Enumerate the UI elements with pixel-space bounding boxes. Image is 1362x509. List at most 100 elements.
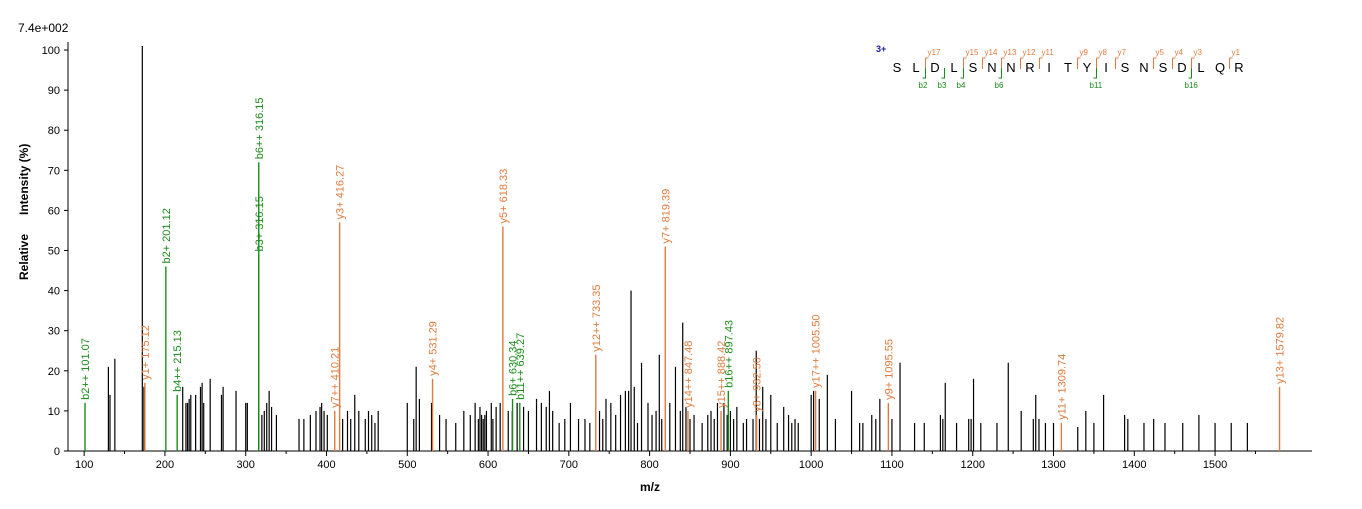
b-fragment-label: b2 [919, 81, 928, 90]
annotated-peaks: b2++ 101.07 y1+ 175.12 b2+ 201.12 b4++ 215.… [80, 97, 1287, 451]
charge-state: 3+ [876, 44, 886, 54]
peak-label: y3+ 416.27 [335, 165, 347, 220]
y-fragment-bracket [1191, 57, 1195, 69]
y-axis-title-part2: Intensity (%) [17, 144, 31, 215]
sequence-residue: D [1177, 60, 1186, 75]
b-fragment-bracket [941, 68, 945, 79]
y-tick-label: 100 [42, 45, 60, 57]
y-fragment-bracket [982, 57, 986, 69]
y-fragment-label: y15 [966, 48, 979, 57]
peak-label: b3+ 316.15 [254, 196, 266, 251]
y-tick-label: 20 [48, 366, 60, 378]
y-fragment-bracket [963, 57, 967, 69]
sequence-residue: S [1159, 60, 1168, 75]
peak-label: y12++ 733.35 [591, 284, 603, 351]
x-tick-label: 900 [721, 459, 739, 471]
y-fragment-bracket [1077, 57, 1081, 69]
peak-label: y15++ 888.42 [716, 341, 728, 408]
unannotated-peaks [107, 46, 1248, 451]
b-fragment-bracket [1188, 68, 1192, 79]
peak-label: y5+ 618.33 [498, 169, 510, 224]
y-ticks: 0 10 20 30 40 50 60 70 80 90 100 [42, 45, 68, 458]
sequence-residue: S [1121, 60, 1130, 75]
peak-label: y4+ 531.29 [428, 321, 440, 376]
b-fragment-label: b11 [1090, 81, 1103, 90]
peak-label: b4++ 215.13 [172, 330, 184, 392]
y-fragment-label: y17 [928, 48, 941, 57]
peak-label: b16++ 897.43 [723, 320, 735, 388]
sequence-residue: N [987, 60, 996, 75]
y-fragment-bracket [1229, 57, 1233, 69]
y-tick-label: 10 [48, 406, 60, 418]
y-tick-label: 60 [48, 205, 60, 217]
y-fragment-bracket [1096, 57, 1100, 69]
y-fragment-bracket [1153, 57, 1157, 69]
y-fragment-label: y11 [1042, 48, 1055, 57]
x-ticks: 100 200 300 400 500 600 700 800 900 1000 1100 1200 1… [75, 451, 1256, 471]
sequence-residue: Y [1083, 60, 1092, 75]
y-tick-label: 0 [54, 446, 60, 458]
peak-label: y13+ 1579.82 [1275, 317, 1287, 384]
b-fragment-label: b3 [938, 81, 947, 90]
x-tick-label: 400 [317, 459, 335, 471]
b-fragment-label: b6 [995, 81, 1004, 90]
sequence-residue: T [1064, 60, 1072, 75]
x-tick-label: 1200 [960, 459, 984, 471]
y-fragment-label: y14 [985, 48, 998, 57]
x-tick-label: 1300 [1041, 459, 1065, 471]
x-tick-label: 1100 [880, 459, 904, 471]
peak-label: y7+ 819.39 [660, 189, 672, 244]
sequence-residue: R [1234, 60, 1243, 75]
sequence-residue: I [1047, 60, 1051, 75]
sequence-residue: R [1025, 60, 1034, 75]
intensity-max-label: 7.4e+002 [18, 21, 69, 35]
y-fragment-bracket [1115, 57, 1119, 69]
b-fragment-bracket [960, 68, 964, 79]
y-axis-title-part1: Relative [17, 234, 31, 280]
y-tick-label: 30 [48, 326, 60, 338]
sequence-residue: N [1006, 60, 1015, 75]
peak-label: y11+ 1309.74 [1056, 354, 1068, 420]
peak-label: y8+ 932.50 [752, 357, 764, 412]
y-axis-title: Relative Intensity (%) [17, 144, 31, 280]
x-tick-label: 1400 [1122, 459, 1146, 471]
x-tick-label: 700 [560, 459, 578, 471]
y-tick-label: 40 [48, 286, 60, 298]
y-tick-label: 80 [48, 125, 60, 137]
x-axis-title: m/z [640, 480, 660, 494]
y-fragment-label: y4 [1175, 48, 1184, 57]
sequence-residue: L [950, 60, 957, 75]
sequence-residue: D [930, 60, 939, 75]
peak-label: b6+ 630.34 [508, 340, 520, 395]
x-tick-label: 500 [398, 459, 416, 471]
sequence-residue: S [969, 60, 978, 75]
y-tick-label: 70 [48, 165, 60, 177]
x-tick-label: 300 [237, 459, 255, 471]
sequence-residue: Q [1215, 60, 1225, 75]
b-fragment-bracket [922, 68, 926, 79]
x-tick-label: 1000 [799, 459, 823, 471]
x-tick-label: 1500 [1203, 459, 1227, 471]
sequence-residue: I [1104, 60, 1108, 75]
y-tick-label: 50 [48, 246, 60, 258]
peak-label: y1+ 175.12 [140, 325, 152, 380]
peak-label: b6++ 316.15 [254, 97, 266, 159]
y-fragment-label: y13 [1004, 48, 1017, 57]
peak-label: y17++ 1005.50 [811, 314, 823, 387]
y-fragment-label: y9 [1080, 48, 1089, 57]
b-fragment-bracket [1093, 68, 1097, 79]
y-fragment-label: y1 [1232, 48, 1241, 57]
y-fragment-label: y5 [1156, 48, 1165, 57]
x-tick-label: 800 [640, 459, 658, 471]
y-fragment-bracket [1039, 57, 1043, 69]
x-tick-label: 100 [75, 459, 93, 471]
peak-label: b2+ 201.12 [161, 208, 173, 263]
y-fragment-label: y12 [1023, 48, 1036, 57]
peak-label: y14++ 847.48 [683, 341, 695, 408]
peak-label: b11++ 639.27 [515, 333, 527, 400]
b-fragment-label: b16 [1185, 81, 1199, 90]
sequence-residue: N [1139, 60, 1148, 75]
peak-label: y9+ 1095.55 [883, 339, 895, 400]
